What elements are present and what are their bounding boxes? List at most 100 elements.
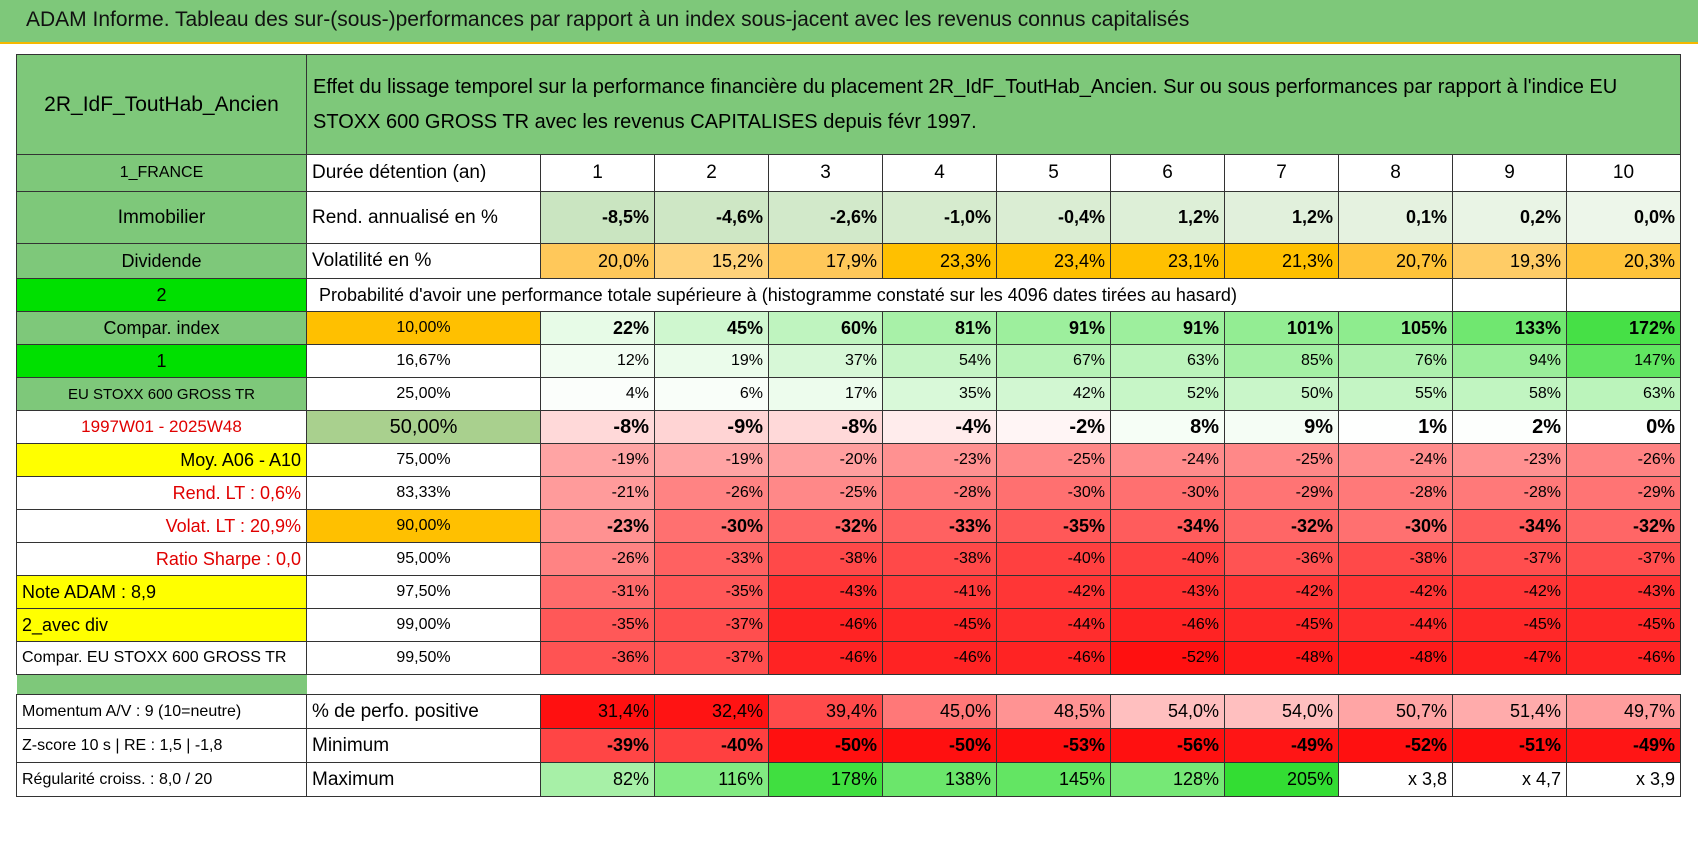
value-cell: 55% (1338, 377, 1453, 411)
value-cell: -51% (1452, 728, 1567, 763)
row-label: 97,50% (306, 575, 541, 609)
value-cell: 128% (1110, 762, 1225, 797)
value-cell: 147% (1566, 344, 1681, 378)
value-cell: -47% (1452, 641, 1567, 675)
row-label: 95,00% (306, 542, 541, 576)
value-cell: 145% (996, 762, 1111, 797)
row-title: Dividende (16, 243, 307, 279)
value-cell: 15,2% (654, 243, 769, 279)
value-cell: -49% (1224, 728, 1339, 763)
value-cell: -32% (768, 509, 883, 543)
value-cell: -46% (768, 608, 883, 642)
value-cell: -2,6% (768, 191, 883, 244)
table-row: Ratio Sharpe : 0,0 95,00% -26% -33% -38% -38%… (16, 542, 1681, 576)
value-cell: -29% (1566, 476, 1681, 510)
value-cell: 32,4% (654, 694, 769, 729)
description: Effet du lissage temporel sur la perform… (306, 54, 1681, 155)
value-cell: -9% (654, 410, 769, 444)
value-cell: 94% (1452, 344, 1567, 378)
value-cell: 60% (768, 311, 883, 345)
table-row: Note ADAM : 8,9 97,50% -31% -35% -43% -41% -42… (16, 575, 1681, 609)
value-cell: -45% (1452, 608, 1567, 642)
table-row: Rend. LT : 0,6% 83,33% -21% -26% -25% -28% -30… (16, 476, 1681, 510)
value-cell: -24% (1110, 443, 1225, 477)
row-label: 10,00% (306, 311, 541, 345)
row-title: 2 (16, 278, 307, 312)
value-cell: 21,3% (1224, 243, 1339, 279)
value-cell: 23,3% (882, 243, 997, 279)
value-cell: -42% (1338, 575, 1453, 609)
row-label: Volatilité en % (306, 243, 541, 279)
value-cell: -48% (1224, 641, 1339, 675)
value-cell: 42% (996, 377, 1111, 411)
value-cell: 0,1% (1338, 191, 1453, 244)
row-title: Moy. A06 - A10 (16, 443, 307, 477)
value-cell: 19% (654, 344, 769, 378)
value-cell: 85% (1224, 344, 1339, 378)
value-cell: -43% (1110, 575, 1225, 609)
value-cell: -8% (768, 410, 883, 444)
table-row: Volat. LT : 20,9% 90,00% -23% -30% -32% -33% -… (16, 509, 1681, 543)
table-row: Compar. EU STOXX 600 GROSS TR 99,50% -36% -… (16, 641, 1681, 675)
row-title: Momentum A/V : 9 (10=neutre) (16, 694, 307, 729)
row-title: Rend. LT : 0,6% (16, 476, 307, 510)
column-header: 9 (1452, 154, 1567, 192)
value-cell: -45% (1224, 608, 1339, 642)
value-cell: 4% (540, 377, 655, 411)
value-cell: 63% (1566, 377, 1681, 411)
value-cell: -21% (540, 476, 655, 510)
row-title: Compar. index (16, 311, 307, 345)
column-header: 6 (1110, 154, 1225, 192)
row-label: 99,50% (306, 641, 541, 675)
value-cell: 105% (1338, 311, 1453, 345)
value-cell: -1,0% (882, 191, 997, 244)
value-cell: -49% (1566, 728, 1681, 763)
value-cell: 82% (540, 762, 655, 797)
value-cell: -24% (1338, 443, 1453, 477)
spacer-cell (306, 674, 1681, 695)
table-row: Dividende Volatilité en % 20,0% 15,2% 17,9% 2… (16, 243, 1681, 279)
investment-name: 2R_IdF_ToutHab_Ancien (16, 54, 307, 155)
row-label: 25,00% (306, 377, 541, 411)
value-cell: 50,7% (1338, 694, 1453, 729)
value-cell: 31,4% (540, 694, 655, 729)
value-cell: 63% (1110, 344, 1225, 378)
value-cell: 101% (1224, 311, 1339, 345)
value-cell: -50% (882, 728, 997, 763)
value-cell: 17% (768, 377, 883, 411)
value-cell: -43% (1566, 575, 1681, 609)
table-row: Immobilier Rend. annualisé en % -8,5% -4,6%… (16, 191, 1681, 244)
value-cell: 0,2% (1452, 191, 1567, 244)
column-header: 8 (1338, 154, 1453, 192)
row-title: Ratio Sharpe : 0,0 (16, 542, 307, 576)
value-cell: x 4,7 (1452, 762, 1567, 797)
row-title: Compar. EU STOXX 600 GROSS TR (16, 641, 307, 675)
value-cell: -37% (654, 608, 769, 642)
value-cell: -45% (882, 608, 997, 642)
column-header: 4 (882, 154, 997, 192)
row-label: Maximum (306, 762, 541, 797)
value-cell: 37% (768, 344, 883, 378)
value-cell: 1,2% (1110, 191, 1225, 244)
row-title: 2_avec div (16, 608, 307, 642)
value-cell: -35% (996, 509, 1111, 543)
value-cell: -30% (1110, 476, 1225, 510)
value-cell: 52% (1110, 377, 1225, 411)
value-cell: -36% (1224, 542, 1339, 576)
value-cell: -43% (768, 575, 883, 609)
value-cell: -0,4% (996, 191, 1111, 244)
value-cell: -46% (882, 641, 997, 675)
value-cell: -53% (996, 728, 1111, 763)
row-title: Immobilier (16, 191, 307, 244)
value-cell: 178% (768, 762, 883, 797)
value-cell: 45,0% (882, 694, 997, 729)
value-cell: x 3,9 (1566, 762, 1681, 797)
value-cell: 205% (1224, 762, 1339, 797)
value-cell: -26% (1566, 443, 1681, 477)
value-cell: -37% (1566, 542, 1681, 576)
value-cell: -38% (1338, 542, 1453, 576)
value-cell: 138% (882, 762, 997, 797)
value-cell: 54% (882, 344, 997, 378)
table-row: Moy. A06 - A10 75,00% -19% -19% -20% -23% -25%… (16, 443, 1681, 477)
